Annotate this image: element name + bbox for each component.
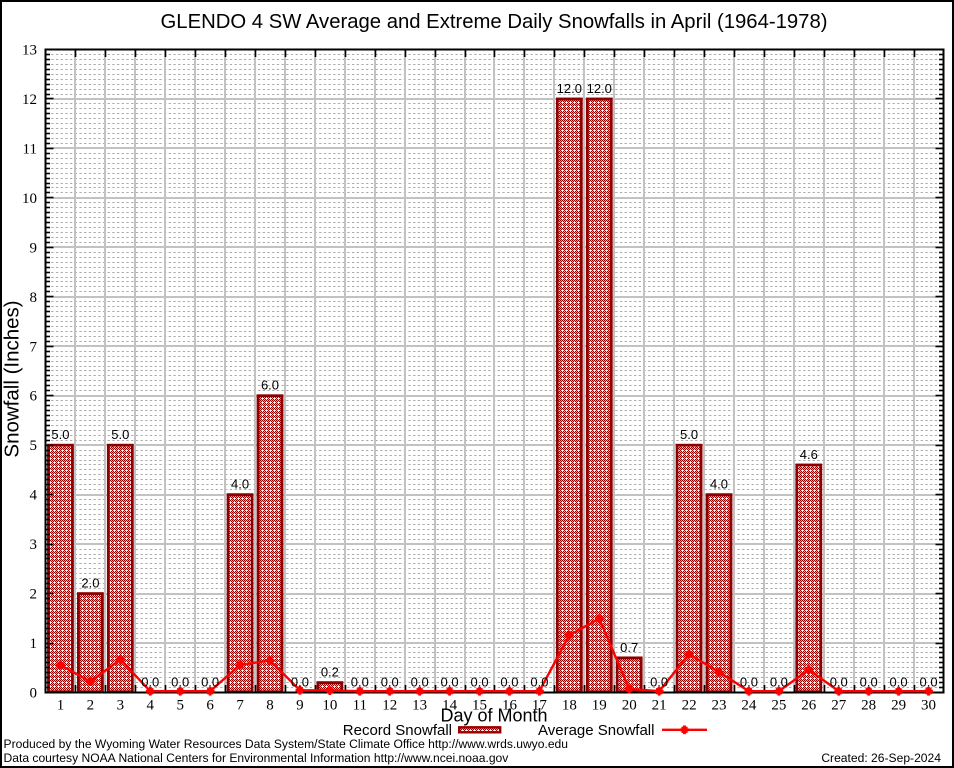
svg-text:19: 19 (592, 698, 607, 714)
svg-text:12: 12 (382, 698, 397, 714)
svg-text:28: 28 (861, 698, 876, 714)
svg-text:4: 4 (30, 488, 38, 504)
svg-text:8: 8 (266, 698, 274, 714)
svg-text:10: 10 (322, 698, 337, 714)
svg-text:0.0: 0.0 (441, 675, 459, 690)
svg-text:0.0: 0.0 (351, 675, 369, 690)
svg-text:10: 10 (22, 191, 37, 207)
svg-text:16: 16 (502, 698, 518, 714)
svg-text:Average Snowfall: Average Snowfall (538, 722, 654, 739)
svg-text:6: 6 (30, 389, 38, 405)
svg-text:Data courtesy NOAA National Ce: Data courtesy NOAA National Centers for … (4, 751, 509, 765)
svg-text:Record Snowfall: Record Snowfall (343, 722, 452, 739)
svg-text:0.0: 0.0 (411, 675, 429, 690)
svg-text:GLENDO 4 SW Average and Extrem: GLENDO 4 SW Average and Extreme Daily Sn… (161, 11, 828, 33)
svg-text:0.0: 0.0 (740, 675, 758, 690)
svg-text:22: 22 (682, 698, 697, 714)
svg-text:0.0: 0.0 (860, 675, 878, 690)
svg-text:0.0: 0.0 (171, 675, 189, 690)
svg-text:25: 25 (771, 698, 786, 714)
svg-text:4.0: 4.0 (710, 477, 728, 492)
svg-text:11: 11 (353, 698, 367, 714)
svg-text:5: 5 (30, 438, 38, 454)
svg-text:9: 9 (296, 698, 304, 714)
svg-text:7: 7 (30, 339, 38, 355)
svg-text:24: 24 (741, 698, 757, 714)
svg-text:3: 3 (117, 698, 125, 714)
svg-text:8: 8 (30, 290, 38, 306)
svg-text:11: 11 (23, 141, 37, 157)
svg-text:18: 18 (562, 698, 577, 714)
svg-text:7: 7 (236, 698, 244, 714)
svg-text:9: 9 (30, 240, 38, 256)
svg-text:4.6: 4.6 (800, 447, 818, 462)
svg-text:12: 12 (22, 92, 37, 108)
svg-text:Produced by the Wyoming Water: Produced by the Wyoming Water Resources … (4, 737, 569, 751)
svg-text:Snowfall (Inches): Snowfall (Inches) (1, 300, 24, 457)
svg-text:4.0: 4.0 (231, 477, 249, 492)
svg-text:0.0: 0.0 (470, 675, 488, 690)
svg-text:0.0: 0.0 (141, 675, 159, 690)
svg-text:4: 4 (147, 698, 155, 714)
svg-text:6: 6 (206, 698, 214, 714)
svg-text:30: 30 (921, 698, 936, 714)
svg-text:21: 21 (652, 698, 667, 714)
svg-text:29: 29 (891, 698, 906, 714)
svg-text:0.0: 0.0 (650, 675, 668, 690)
svg-text:0.0: 0.0 (530, 675, 548, 690)
svg-text:27: 27 (831, 698, 847, 714)
svg-text:2: 2 (87, 698, 95, 714)
svg-text:5: 5 (176, 698, 184, 714)
svg-text:6.0: 6.0 (261, 378, 279, 393)
svg-text:15: 15 (472, 698, 487, 714)
svg-text:3: 3 (30, 537, 38, 553)
svg-text:14: 14 (442, 698, 458, 714)
svg-text:2.0: 2.0 (81, 576, 99, 591)
svg-text:0.0: 0.0 (291, 675, 309, 690)
svg-text:13: 13 (22, 43, 37, 59)
svg-text:0.0: 0.0 (770, 675, 788, 690)
svg-text:Day of Month: Day of Month (440, 706, 547, 726)
svg-text:20: 20 (622, 698, 637, 714)
svg-text:0.0: 0.0 (919, 675, 937, 690)
svg-text:5.0: 5.0 (680, 427, 698, 442)
svg-text:0.0: 0.0 (830, 675, 848, 690)
svg-text:0.0: 0.0 (890, 675, 908, 690)
svg-text:12.0: 12.0 (587, 81, 612, 96)
svg-text:0: 0 (30, 686, 38, 702)
svg-text:1: 1 (30, 636, 38, 652)
svg-text:12.0: 12.0 (557, 81, 582, 96)
svg-text:13: 13 (412, 698, 427, 714)
svg-text:0.0: 0.0 (500, 675, 518, 690)
svg-text:5.0: 5.0 (51, 427, 69, 442)
svg-text:0.0: 0.0 (381, 675, 399, 690)
svg-text:26: 26 (801, 698, 817, 714)
svg-text:2: 2 (30, 587, 38, 603)
svg-text:17: 17 (532, 698, 548, 714)
svg-text:0.7: 0.7 (620, 640, 638, 655)
svg-text:0.0: 0.0 (201, 675, 219, 690)
svg-text:0.2: 0.2 (321, 665, 339, 680)
svg-text:Created: 26-Sep-2024: Created: 26-Sep-2024 (821, 751, 941, 765)
svg-text:23: 23 (712, 698, 727, 714)
svg-text:1: 1 (57, 698, 65, 714)
svg-text:5.0: 5.0 (111, 427, 129, 442)
